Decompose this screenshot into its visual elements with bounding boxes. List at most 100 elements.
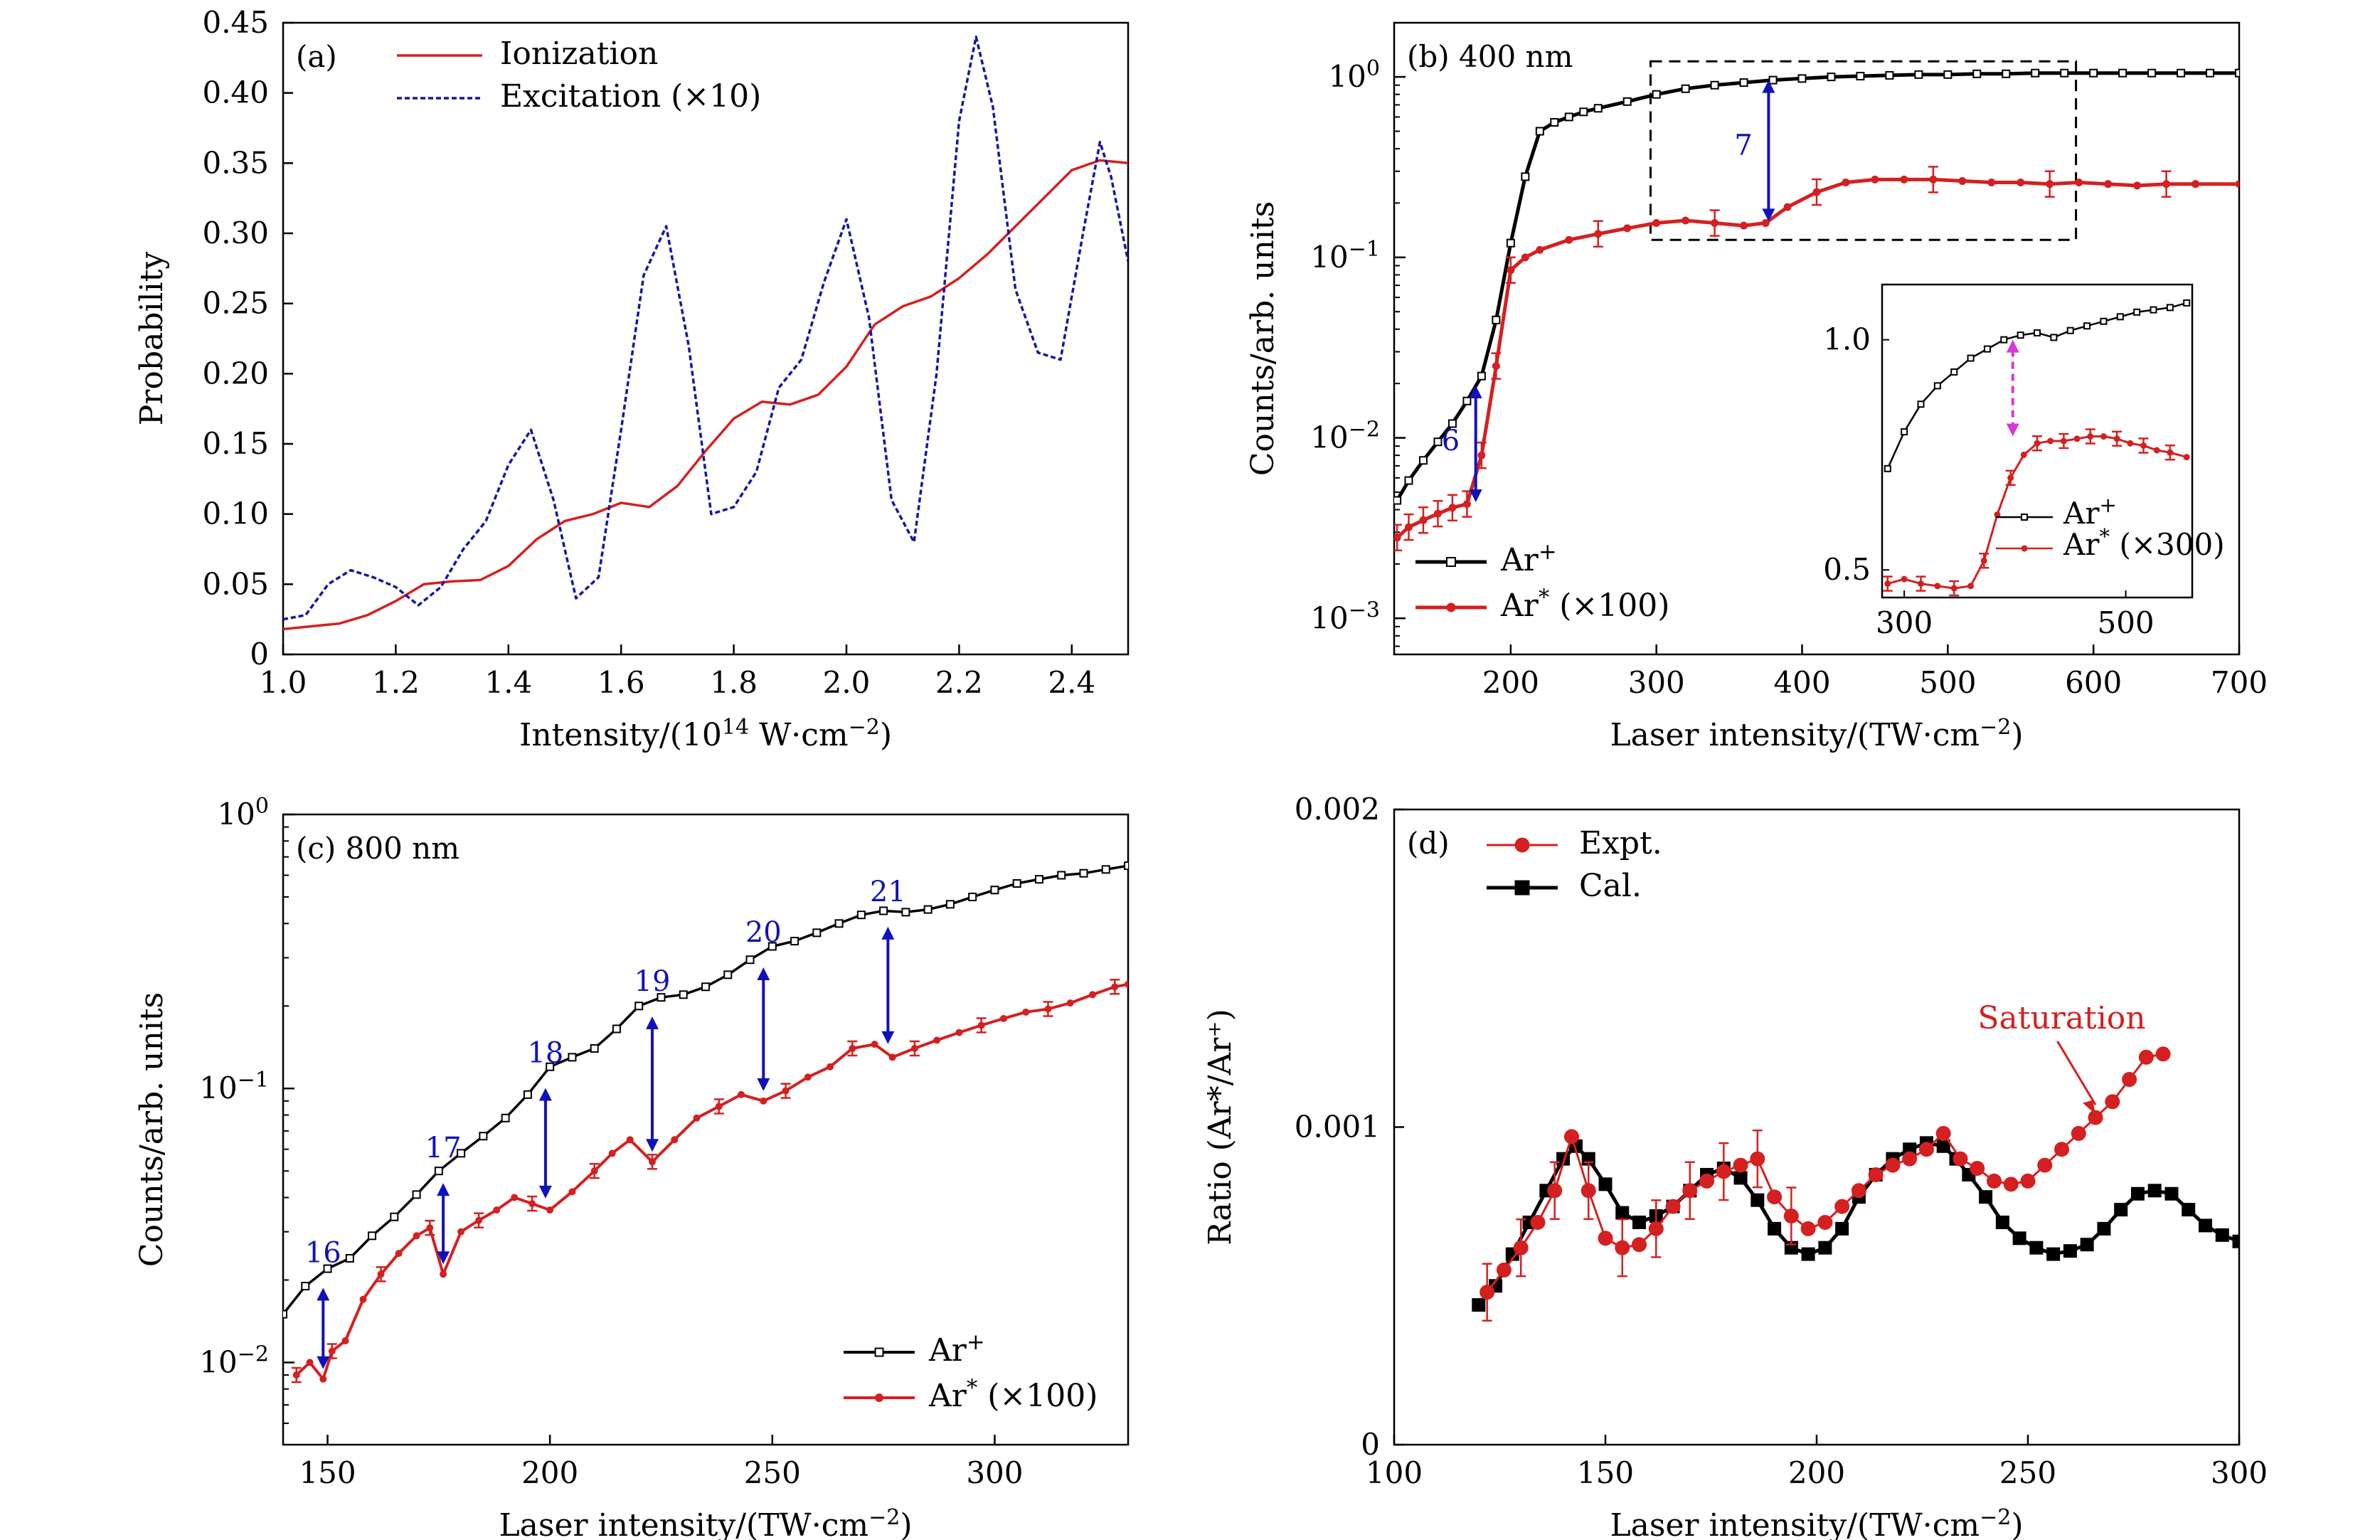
b-inset-legend-marker-1 [2021,545,2028,552]
c-ytick-base: 10 [199,1071,237,1105]
b-legend-label-1-tail: (×100) [1549,588,1669,624]
b-frame [1393,21,2241,656]
b-inset-marker-ar-plus [2116,313,2124,321]
b-marker-ar-plus [1506,238,1515,248]
b-marker-ar-plus [2147,68,2157,78]
b-marker-ar-star [1783,203,1792,211]
panel-d: 100 150 200 250 300 0 0.001 0.002 Laser intensit… [1202,792,2268,1540]
c-marker-ar-plus [301,1282,310,1291]
b-marker-ar-star [2017,179,2025,187]
b-marker-ar-star [1477,451,1486,460]
d-marker-expt [1716,1164,1731,1179]
c-xtick-label: 150 [299,1455,356,1490]
b-marker-ar-star [1871,175,1879,184]
d-xlabel: Laser intensity/(TW·cm−2) [1610,1505,2023,1540]
c-marker-ar-star [1111,983,1119,991]
c-xlabel-main: Laser intensity/(TW·cm [499,1507,868,1540]
b-marker-ar-plus [1856,72,1865,81]
b-ytick-label: 10−3 [1310,598,1380,635]
c-legend-label-0-sup: + [967,1329,985,1355]
d-ylabel: Ratio (Ar*/Ar⁺) [1202,1009,1238,1246]
c-marker-ar-plus [434,1167,443,1176]
d-marker-cal [2182,1203,2196,1217]
a-ytick-label: 0.20 [202,356,269,391]
b-inset-marker-ar-plus [2000,336,2008,344]
d-marker-expt [1851,1183,1866,1199]
c-series-ar-plus [283,864,1128,1315]
c-marker-ar-star [760,1097,767,1105]
d-marker-cal [2046,1247,2061,1261]
d-marker-cal [2080,1238,2094,1252]
d-legend-label-1: Cal. [1579,868,1642,904]
b-inset-marker-ar-star [2047,437,2054,445]
b-inset-marker-ar-plus [2083,322,2091,330]
d-marker-expt [2054,1142,2070,1157]
b-marker-ar-plus [1462,396,1472,405]
b-marker-ar-plus [2060,68,2069,78]
c-arrow-20-head-top [757,967,770,980]
b-xlabel-main: Laser intensity/(TW·cm [1610,717,1980,753]
c-marker-ar-star [395,1250,403,1258]
c-legend-label-1: Ar* (×100) [928,1375,1098,1414]
b-legend-marker-1 [1446,602,1456,612]
b-inset-legend-label-0-base: Ar [2063,496,2100,531]
b-arrow-6-head-bottom [1469,489,1482,503]
b-xtick-label: 200 [1482,665,1539,700]
d-marker-expt [1699,1173,1715,1189]
b-inset-marker-ar-plus [1967,354,1975,362]
a-ytick-label: 0.40 [202,75,269,110]
d-xtick-label: 300 [2211,1455,2268,1490]
c-marker-ar-plus [390,1212,399,1221]
d-marker-cal [2198,1218,2212,1233]
b-marker-ar-star [1929,175,1938,184]
b-marker-ar-plus [1739,78,1748,87]
a-xtick-label: 2.2 [935,665,983,700]
c-marker-ar-plus [568,1053,577,1062]
c-marker-ar-plus [1124,861,1128,871]
b-inset-marker-ar-star [2087,433,2094,440]
d-marker-cal [1835,1221,1849,1236]
b-xlabel-end: ) [2011,717,2023,753]
d-legend-marker-0 [1514,837,1530,853]
c-xlabel-sup: −2 [868,1505,900,1530]
a-xlabel: Intensity/(1014 W·cm−2) [519,715,892,753]
b-marker-ar-plus [1943,70,1953,79]
c-legend-label-1-tail: (×100) [977,1378,1098,1414]
b-ytick-label: 10−1 [1310,237,1380,275]
d-annotation-arrow-head [2083,1100,2096,1115]
d-marker-expt [1868,1167,1884,1182]
b-marker-ar-plus [1914,70,1923,79]
b-marker-ar-star [1682,216,1690,225]
b-marker-ar-star [2046,180,2054,188]
b-marker-ar-plus [2002,69,2011,78]
d-marker-expt [2105,1094,2120,1110]
b-arrow-6-head-top [1469,385,1482,398]
d-marker-cal [2097,1221,2111,1236]
b-inset-legend-label-1: Ar* (×300) [2063,524,2225,562]
d-marker-expt [1547,1183,1563,1199]
d-marker-expt [1648,1221,1664,1236]
d-marker-cal [2147,1184,2162,1198]
b-marker-ar-plus [1710,80,1719,90]
b-inset-marker-ar-star [2020,451,2027,458]
b-inset-marker-ar-star [2100,433,2107,440]
d-marker-expt [1632,1237,1647,1253]
b-marker-ar-plus [1492,315,1501,324]
c-ytick-base: 10 [217,797,255,832]
b-inset-marker-ar-plus [2034,329,2041,336]
d-marker-expt [1615,1240,1630,1255]
b-inset-marker-ar-plus [1950,368,1958,376]
d-xtick-label: 150 [1577,1455,1634,1490]
b-marker-ar-plus [1579,107,1588,117]
c-marker-ar-star [568,1188,576,1196]
d-marker-expt [1598,1231,1613,1246]
c-marker-ar-plus [634,1002,644,1011]
b-plot-area [1394,60,2239,552]
d-marker-cal [2012,1231,2026,1246]
d-marker-expt [1581,1183,1596,1199]
c-panel-label: (c) 800 nm [296,831,459,866]
b-inset-marker-ar-star [1980,557,1987,564]
c-marker-ar-plus [501,1113,510,1122]
c-marker-ar-star [1066,999,1074,1007]
c-marker-ar-plus [945,900,955,909]
